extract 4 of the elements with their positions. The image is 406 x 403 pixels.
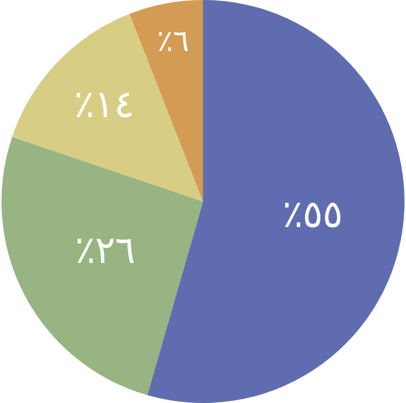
data-label: ٥٥٪ <box>282 192 343 236</box>
data-label: ١٤٪ <box>74 82 134 126</box>
data-label: ٢٦٪ <box>74 228 135 272</box>
data-label: ٦٪ <box>157 24 190 59</box>
